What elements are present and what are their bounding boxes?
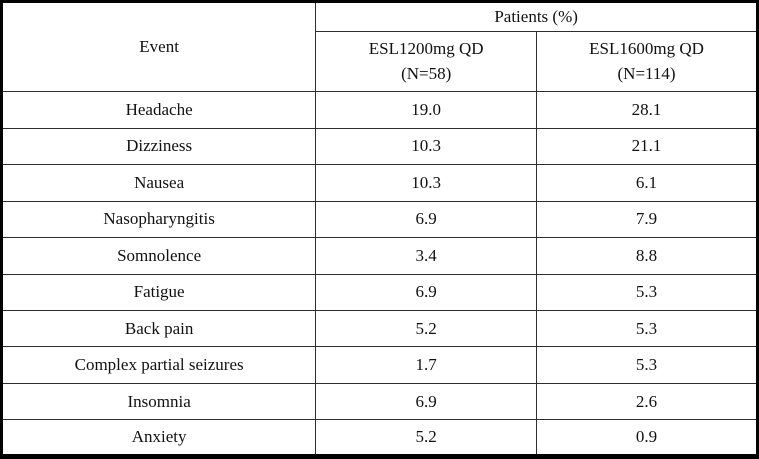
esl1600-value-cell: 28.1 [536,91,758,129]
dose-label: ESL1200mg QD [368,39,484,59]
esl1200-value-cell: 1.7 [315,346,538,384]
event-cell: Somnolence [0,237,317,275]
esl1200-value-cell: 10.3 [315,164,538,202]
esl1600-value-cell: 5.3 [536,309,758,348]
dose-label: ESL1600mg QD [589,39,704,59]
table-row: Headache 19.0 28.1 [0,91,758,129]
event-cell: Complex partial seizures [0,346,317,384]
esl1200-value-cell: 6.9 [315,382,538,421]
dose-n: (N=114) [617,63,676,83]
event-cell: Headache [0,91,317,129]
esl1600-value-cell: 5.3 [536,273,758,311]
esl1200-value-cell: 5.2 [315,309,538,348]
event-cell: Nasopharyngitis [0,200,317,239]
column-header-esl1200: ESL1200mg QD (N=58) [315,31,538,93]
esl1600-value-cell: 2.6 [536,382,758,421]
table-row: Back pain 5.2 5.3 [0,309,758,348]
esl1200-value-cell: 6.9 [315,273,538,311]
table-row: Dizziness 10.3 21.1 [0,127,758,166]
esl1600-value-cell: 21.1 [536,127,758,166]
table-row: Fatigue 6.9 5.3 [0,273,758,311]
table-row: Complex partial seizures 1.7 5.3 [0,346,758,384]
event-cell: Back pain [0,309,317,348]
table-row: Anxiety 5.2 0.9 [0,419,758,457]
esl1200-value-cell: 3.4 [315,237,538,275]
esl1600-value-cell: 5.3 [536,346,758,384]
event-column-header: Event [0,0,317,93]
event-cell: Fatigue [0,273,317,311]
esl1200-value-cell: 19.0 [315,91,538,129]
esl1600-value-cell: 7.9 [536,200,758,239]
table-row: Insomnia 6.9 2.6 [0,382,758,421]
dose-n: (N=58) [401,63,452,83]
esl1600-value-cell: 6.1 [536,164,758,202]
esl1200-value-cell: 6.9 [315,200,538,239]
patients-percent-group-header: Patients (%) [315,0,758,33]
event-cell: Nausea [0,164,317,202]
esl1600-value-cell: 0.9 [536,419,758,457]
esl1200-value-cell: 10.3 [315,127,538,166]
header-row-doses: ESL1200mg QD (N=58) ESL1600mg QD (N=114) [2,31,758,93]
event-cell: Anxiety [0,419,317,457]
column-header-esl1600: ESL1600mg QD (N=114) [536,31,758,93]
header-row-group: Event Patients (%) [0,0,758,93]
event-cell: Dizziness [0,127,317,166]
table-row: Nausea 10.3 6.1 [0,164,758,202]
event-cell: Insomnia [0,382,317,421]
table-row: Somnolence 3.4 8.8 [0,237,758,275]
esl1600-value-cell: 8.8 [536,237,758,275]
esl1200-value-cell: 5.2 [315,419,538,457]
table-row: Nasopharyngitis 6.9 7.9 [0,200,758,239]
